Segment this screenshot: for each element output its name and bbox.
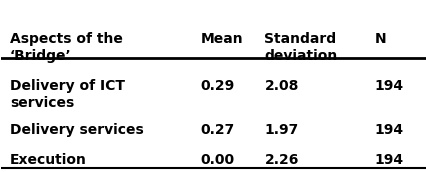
Text: 2.26: 2.26: [264, 153, 298, 167]
Text: Delivery services: Delivery services: [10, 123, 143, 137]
Text: Standard
deviation: Standard deviation: [264, 32, 337, 63]
Text: Delivery of ICT
services: Delivery of ICT services: [10, 79, 124, 110]
Text: 0.00: 0.00: [200, 153, 234, 167]
Text: 0.29: 0.29: [200, 79, 234, 93]
Text: Execution: Execution: [10, 153, 86, 167]
Text: Aspects of the
‘Bridge’: Aspects of the ‘Bridge’: [10, 32, 122, 63]
Text: N: N: [374, 32, 386, 46]
Text: 1.97: 1.97: [264, 123, 298, 137]
Text: 2.08: 2.08: [264, 79, 298, 93]
Text: 0.27: 0.27: [200, 123, 234, 137]
Text: 194: 194: [374, 123, 403, 137]
Text: Mean: Mean: [200, 32, 243, 46]
Text: 194: 194: [374, 79, 403, 93]
Text: 194: 194: [374, 153, 403, 167]
